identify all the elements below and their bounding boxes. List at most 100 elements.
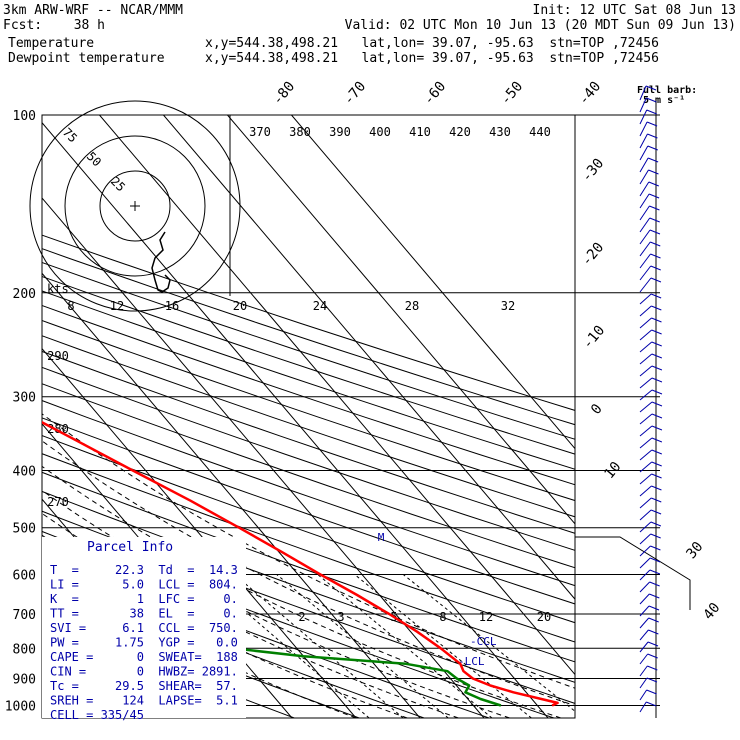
wind-barb [639, 229, 661, 245]
mixing-ratio-label: 20 [537, 610, 551, 624]
isotherm-label: -70 [341, 79, 370, 109]
wind-barb [639, 485, 662, 497]
wind-barb [639, 665, 658, 677]
isotherm-label: -80 [270, 79, 299, 109]
wind-barb [639, 437, 663, 449]
wind-barb [639, 389, 663, 401]
wind-barb [639, 461, 662, 473]
parcel-level-annotation: -LCL [458, 655, 485, 668]
parcel-info-row: SVI = 6.1 CCL = 750. [50, 621, 238, 635]
frame-corner [575, 536, 691, 610]
wind-barb [639, 449, 662, 461]
isotherm-label: -60 [421, 79, 450, 109]
hodograph-ring [99, 170, 171, 242]
wind-barb [639, 593, 660, 605]
plot-border [41, 114, 576, 719]
dry-adiabat [42, 471, 575, 663]
wind-barb [639, 329, 662, 341]
pressure-label: 900 [13, 672, 36, 687]
parcel-info-row: PW = 1.75 YGP = 0.0 [50, 636, 238, 650]
wind-barb [639, 605, 660, 617]
isotherm-label: -20 [579, 240, 608, 270]
hodograph-axis-label: 32 [501, 299, 515, 313]
wind-barb [639, 545, 661, 557]
isotherm-line [99, 115, 575, 676]
parcel-info-row: Tc = 29.5 SHEAR= 57. [50, 679, 238, 693]
forecast-label: Fcst: [3, 18, 42, 33]
mixing-ratio-line [317, 574, 493, 718]
wind-barb [639, 157, 659, 173]
dry-adiabat [42, 234, 575, 411]
dry-adiabat [42, 417, 575, 605]
full-barb-label: Full barb: [637, 85, 697, 96]
mixing-ratio-line [402, 574, 575, 712]
moist-adiabat [42, 465, 561, 718]
wind-barb [639, 241, 661, 257]
wind-barb [639, 305, 662, 317]
wind-barb [639, 253, 661, 269]
wind-barb [639, 109, 657, 125]
dry-adiabat [42, 400, 575, 587]
wind-barb [639, 377, 663, 389]
wind-barb [639, 121, 658, 137]
dry-adiabat [42, 435, 575, 624]
wind-barb [639, 205, 660, 221]
dewpoint-location: x,y=544.38,498.21 lat,lon= 39.07, -95.63… [205, 51, 659, 66]
theta-label: 380 [289, 125, 311, 139]
isotherm-line [163, 115, 575, 600]
mixing-ratio-line [201, 574, 370, 718]
wind-barb [639, 521, 662, 533]
pressure-label: 800 [13, 642, 36, 657]
wind-barb [639, 401, 663, 413]
wind-barb [639, 133, 658, 149]
parcel-level-annotation: -CCL [470, 635, 497, 648]
mixing-ratio-label: 2 [298, 610, 305, 624]
dry-adiabat [42, 319, 575, 502]
wind-barb [639, 277, 662, 293]
pressure-label: 400 [13, 465, 36, 480]
dewpoint-legend: Dewpoint temperature [8, 51, 165, 66]
hodograph-ring [64, 135, 206, 277]
wind-barb [639, 629, 659, 641]
isotherm-label: -40 [576, 79, 605, 109]
dewpoint-trace [42, 603, 502, 707]
theta-label: 430 [489, 125, 511, 139]
dry-adiabat [42, 275, 575, 455]
theta-label: 440 [529, 125, 551, 139]
dry-adiabat [42, 453, 575, 643]
dry-adiabat [42, 290, 575, 470]
hodograph-axis-label: 12 [110, 299, 124, 313]
wind-barb [639, 581, 660, 593]
mixing-ratio-line [234, 574, 404, 718]
forecast-hour: 38 h [74, 18, 105, 33]
hodograph-axis-label: 28 [405, 299, 419, 313]
wind-barb [639, 617, 659, 629]
wind-barb [639, 701, 657, 713]
wind-barb [639, 217, 660, 233]
model-title: 3km ARW-WRF -- NCAR/MMM [3, 3, 183, 18]
wind-barb [639, 265, 661, 281]
isotherm-line [42, 272, 421, 718]
hodograph-ring-label: 75 [60, 125, 80, 145]
parcel-info-rows: T = 22.3 Td = 14.3LI = 5.0 LCL = 804.K =… [50, 563, 238, 722]
temperature-trace [42, 420, 559, 707]
wind-barb [639, 653, 658, 665]
wind-barb [639, 473, 662, 485]
parcel-info-row: K = 1 LFC = 0. [50, 592, 238, 606]
hodograph-axis-label: 20 [233, 299, 247, 313]
wind-barb [639, 413, 663, 425]
hodograph-axis-label: 16 [165, 299, 179, 313]
isotherm-line [0, 115, 36, 718]
wind-barb [639, 181, 659, 197]
hodograph-trace [151, 231, 171, 293]
wind-barb [639, 193, 660, 209]
dry-adiabat [42, 350, 575, 534]
pressure-label: 1000 [5, 699, 36, 714]
pressure-label: 100 [13, 109, 36, 124]
wind-barb [639, 341, 662, 353]
moist-adiabat [42, 555, 357, 718]
dry-adiabat [42, 383, 575, 569]
mixing-ratio-line [354, 574, 532, 718]
